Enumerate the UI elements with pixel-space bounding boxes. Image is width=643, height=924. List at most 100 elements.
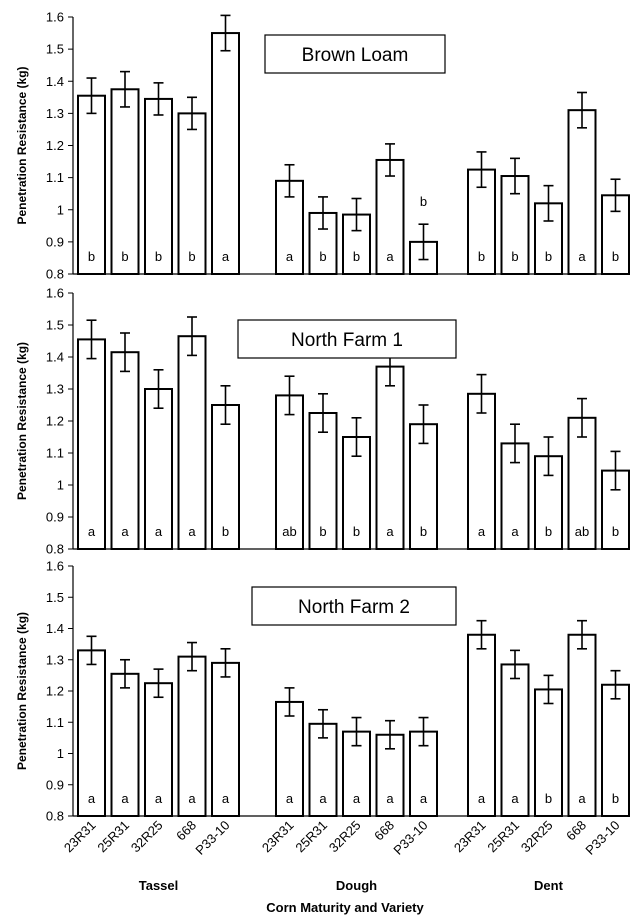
y-tick-label: 0.9 (46, 234, 64, 249)
significance-letter: a (578, 791, 586, 806)
bar-tassel-32R25 (144, 97, 173, 275)
y-tick-label: 1.1 (46, 446, 64, 461)
x-category-label: 25R31 (484, 818, 522, 856)
significance-letter: b (319, 249, 326, 264)
bar-tassel-P33-10 (211, 661, 240, 817)
significance-letter: b (478, 249, 485, 264)
x-category-label: 23R31 (451, 818, 489, 856)
significance-letter: b (353, 524, 360, 539)
y-tick-label: 0.9 (46, 510, 64, 525)
significance-letter: a (222, 249, 230, 264)
bar-tassel-25R31 (110, 351, 140, 551)
panel-2: 0.8 0.9 1 1.1 1.2 1.3 1.4 1.5 1.6 Penetration Res… (15, 286, 630, 557)
bar-dough-23R31 (275, 700, 304, 817)
significance-letter: a (478, 791, 486, 806)
significance-letter: b (319, 524, 326, 539)
y-axis-title: Penetration Resistance (kg) (15, 342, 29, 500)
bar-tassel-668 (177, 335, 207, 551)
group-label-tassel: Tassel (139, 878, 179, 893)
x-category-label: P33-10 (582, 818, 622, 858)
y-tick-label: 1 (57, 202, 64, 217)
x-category-label: 32R25 (326, 818, 364, 856)
bar-tassel-668 (177, 112, 207, 275)
y-tick-label: 0.8 (46, 542, 64, 557)
bar-tassel-25R31 (110, 88, 140, 275)
significance-letter: a (88, 791, 96, 806)
panel-title: Brown Loam (302, 45, 409, 66)
y-tick-label: 0.8 (46, 267, 64, 282)
significance-letter: a (386, 524, 394, 539)
y-tick-label: 1.2 (46, 414, 64, 429)
significance-letter: a (88, 524, 96, 539)
significance-letter: b (545, 791, 552, 806)
y-tick-label: 1.6 (46, 559, 64, 574)
bar-dough-25R31 (308, 412, 338, 550)
bar-tassel-32R25 (144, 388, 173, 550)
panel-title: North Farm 1 (291, 330, 403, 351)
significance-letter: a (386, 249, 394, 264)
bar-dent-668 (567, 109, 597, 275)
y-tick-label: 0.9 (46, 777, 64, 792)
y-axis-title: Penetration Resistance (kg) (15, 612, 29, 770)
bar-dent-668 (567, 633, 597, 817)
bar-dent-32R25 (534, 688, 563, 817)
y-tick-label: 1.1 (46, 170, 64, 185)
x-category-label: 23R31 (61, 818, 99, 856)
x-category-label: P33-10 (192, 818, 232, 858)
y-axis-title: Penetration Resistance (kg) (15, 66, 29, 224)
bar-dent-668 (567, 416, 597, 550)
bar-dough-P33-10 (409, 423, 438, 551)
bar-tassel-25R31 (110, 672, 140, 817)
panel-title-box (264, 34, 446, 74)
significance-letter: b (511, 249, 518, 264)
panel-3: 0.8 0.9 1 1.1 1.2 1.3 1.4 1.5 1.6 Penetration Res… (15, 559, 630, 824)
significance-letter: b (353, 249, 360, 264)
y-tick-label: 1.2 (46, 684, 64, 699)
panel-title-box (251, 586, 457, 626)
significance-letter: a (578, 249, 586, 264)
bar-dough-25R31 (308, 722, 338, 817)
bar-tassel-668 (177, 655, 207, 817)
panel-title: North Farm 2 (298, 597, 410, 618)
y-tick-label: 1.4 (46, 350, 64, 365)
y-tick-label: 1 (57, 478, 64, 493)
y-tick-label: 1.3 (46, 652, 64, 667)
group-label-dough: Dough (336, 878, 377, 893)
significance-letter: ab (282, 524, 296, 539)
significance-letter: ab (575, 524, 589, 539)
x-category-label: 668 (371, 818, 397, 844)
bar-dough-32R25 (342, 730, 371, 817)
x-axis-title: Corn Maturity and Variety (266, 900, 424, 915)
x-category-label: 668 (173, 818, 199, 844)
x-category-label: P33-10 (390, 818, 430, 858)
bar-tassel-23R31 (77, 649, 106, 817)
significance-letter: a (511, 791, 519, 806)
significance-letter: b (545, 524, 552, 539)
significance-letter: b (155, 249, 162, 264)
significance-letter: b (420, 194, 427, 209)
x-category-label: 32R25 (518, 818, 556, 856)
y-tick-label: 1.6 (46, 286, 64, 301)
bar-tassel-23R31 (77, 338, 106, 550)
bar-dough-668 (375, 733, 405, 817)
y-tick-label: 1.6 (46, 10, 64, 25)
y-tick-label: 1.2 (46, 138, 64, 153)
significance-letter: b (612, 249, 619, 264)
y-tick-label: 1.5 (46, 590, 64, 605)
significance-letter: b (612, 524, 619, 539)
significance-letter: a (121, 791, 129, 806)
y-tick-label: 1.4 (46, 621, 64, 636)
significance-letter: b (88, 249, 95, 264)
significance-letter: a (420, 791, 428, 806)
significance-letter: a (222, 791, 230, 806)
x-category-label: 23R31 (259, 818, 297, 856)
significance-letter: a (188, 791, 196, 806)
panel-1: 0.8 0.9 1 1.1 1.2 1.3 1.4 1.5 1.6 Penetration Res… (15, 10, 630, 282)
bar-tassel-P33-10 (211, 32, 240, 275)
x-category-label: 25R31 (292, 818, 330, 856)
significance-letter: a (155, 524, 163, 539)
y-tick-label: 1.1 (46, 715, 64, 730)
y-tick-label: 1 (57, 746, 64, 761)
significance-letter: b (222, 524, 229, 539)
